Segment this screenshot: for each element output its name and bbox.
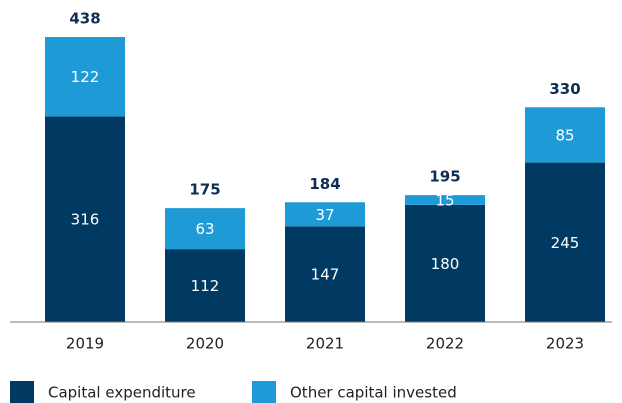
total-label: 175	[189, 181, 220, 199]
bar-segment	[525, 107, 605, 163]
segment-label: 37	[315, 206, 334, 224]
segment-label: 122	[71, 68, 100, 86]
bar-segment	[285, 226, 365, 322]
x-tick-label: 2019	[66, 335, 104, 353]
segment-label: 112	[191, 277, 220, 295]
total-label: 195	[429, 168, 460, 186]
segment-label: 63	[195, 220, 214, 238]
bar-segment	[165, 208, 245, 250]
segment-label: 15	[435, 191, 454, 209]
x-tick-label: 2021	[306, 335, 344, 353]
bar-segment	[165, 249, 245, 322]
legend-swatch	[252, 381, 276, 403]
legend-label: Other capital invested	[290, 384, 457, 402]
x-tick-label: 2022	[426, 335, 464, 353]
bar-segment	[405, 195, 485, 205]
segment-label: 180	[431, 255, 460, 273]
x-tick-label: 2023	[546, 335, 584, 353]
total-label: 184	[309, 175, 340, 193]
bar-segment	[405, 204, 485, 322]
bar-segment	[45, 37, 125, 117]
total-label: 438	[69, 10, 100, 28]
segment-label: 85	[555, 126, 574, 144]
segment-label: 316	[71, 211, 100, 229]
bar-segment	[285, 202, 365, 227]
bar-segment	[525, 162, 605, 322]
total-label: 330	[549, 80, 580, 98]
segment-label: 245	[551, 234, 580, 252]
segment-label: 147	[311, 266, 340, 284]
legend-label: Capital expenditure	[48, 384, 196, 402]
x-tick-label: 2020	[186, 335, 224, 353]
legend-swatch	[10, 381, 34, 403]
bar-segment	[45, 116, 125, 322]
